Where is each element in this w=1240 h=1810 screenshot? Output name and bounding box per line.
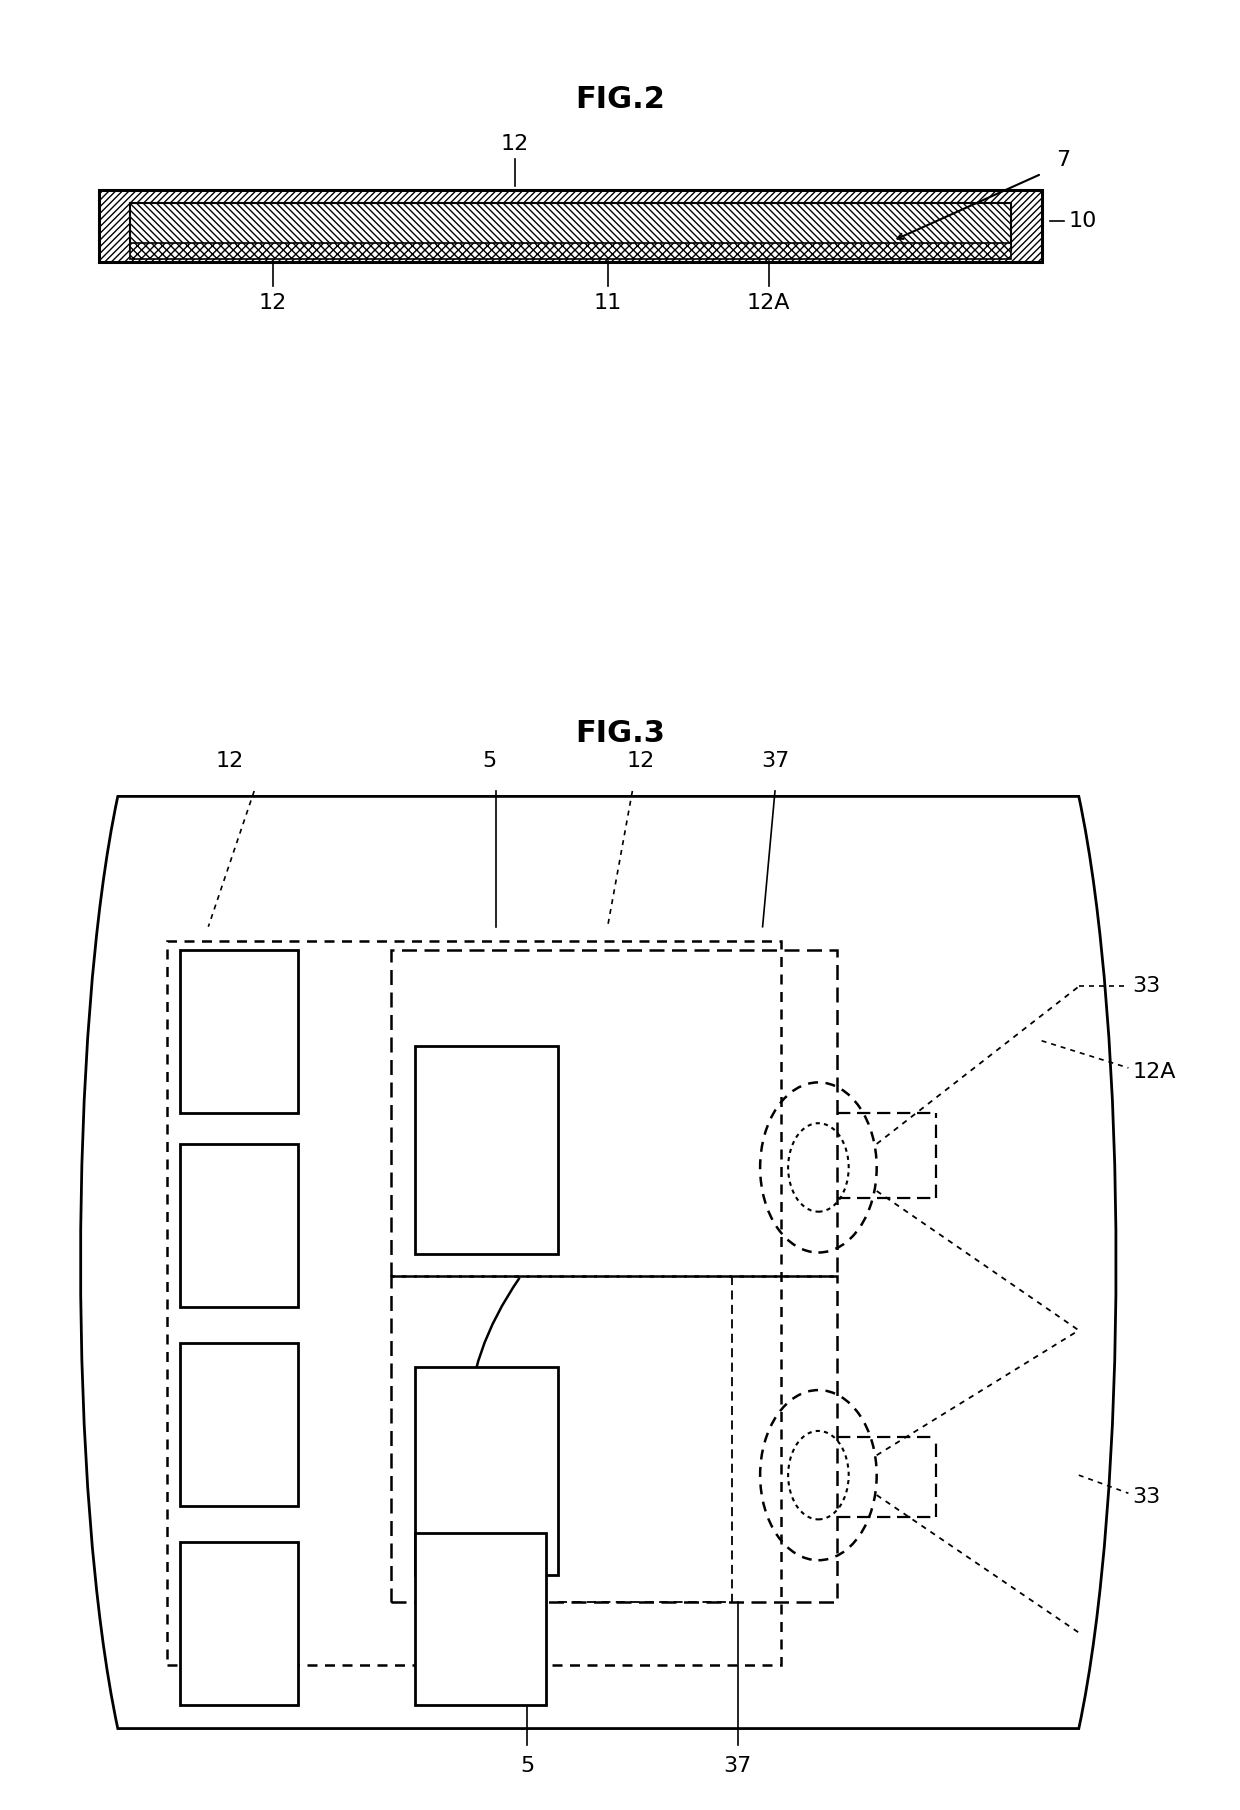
Text: 33: 33	[1132, 976, 1161, 997]
Text: FIG.2: FIG.2	[575, 85, 665, 114]
Text: 5: 5	[482, 751, 497, 771]
Text: 5: 5	[520, 1756, 534, 1776]
PathPatch shape	[81, 796, 1116, 1729]
Bar	[391, 1276, 837, 1602]
Bar	[415, 1046, 558, 1254]
Text: 12A: 12A	[746, 293, 791, 313]
Bar	[391, 950, 837, 1276]
Text: 12: 12	[627, 751, 655, 771]
Text: FIG.3: FIG.3	[575, 719, 665, 748]
Bar	[180, 1542, 298, 1705]
Text: 12: 12	[216, 751, 243, 771]
Bar	[180, 1144, 298, 1307]
Text: 33: 33	[1132, 1486, 1161, 1508]
Bar	[415, 1533, 546, 1705]
Bar	[180, 950, 298, 1113]
Text: 12: 12	[259, 293, 286, 313]
Text: 12A: 12A	[1132, 1061, 1176, 1082]
Bar	[130, 243, 1011, 259]
Text: 10: 10	[1069, 210, 1097, 232]
Text: 37: 37	[724, 1756, 751, 1776]
Bar	[180, 1343, 298, 1506]
Bar	[167, 941, 781, 1665]
Text: 37: 37	[761, 751, 789, 771]
Bar	[415, 1367, 558, 1575]
Bar	[130, 203, 1011, 250]
Bar	[99, 190, 1042, 262]
Text: 11: 11	[594, 293, 621, 313]
Text: 12: 12	[501, 134, 528, 154]
Text: 7: 7	[1056, 150, 1070, 170]
